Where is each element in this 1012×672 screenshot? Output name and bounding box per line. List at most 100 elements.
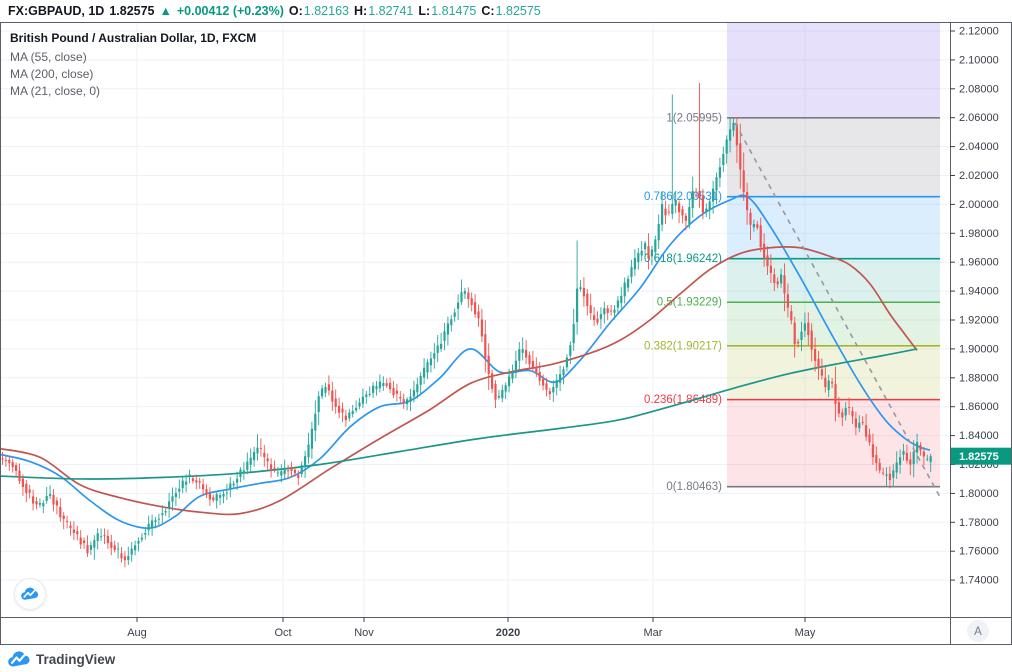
- candle-body: [593, 315, 596, 321]
- time-tick-label: May: [795, 627, 816, 639]
- axis-button-circle[interactable]: [967, 620, 989, 642]
- candle-body: [198, 481, 201, 483]
- candle-body: [433, 353, 436, 359]
- candle-body: [215, 494, 218, 501]
- candle-body: [545, 383, 548, 390]
- candle-body: [854, 418, 857, 428]
- candle-body: [542, 378, 545, 386]
- time-tick-label: 2020: [496, 627, 520, 639]
- price-tick-label: 2.10000: [959, 54, 999, 66]
- candle-body: [759, 225, 762, 248]
- candle-body: [15, 465, 18, 471]
- candle-body: [749, 212, 752, 225]
- candle-body: [137, 541, 140, 544]
- legend-ma-55[interactable]: MA (55, close): [10, 50, 87, 64]
- candle-body: [423, 367, 426, 378]
- candle-body: [59, 506, 62, 518]
- candle-body: [293, 469, 296, 474]
- candle-body: [429, 358, 432, 366]
- candle-body: [667, 211, 670, 213]
- candle-body: [552, 387, 555, 393]
- candle-body: [79, 537, 82, 545]
- axis-currency-button[interactable]: A: [967, 620, 989, 642]
- price-tick-label: 1.98000: [959, 228, 999, 240]
- candle-body: [191, 478, 194, 482]
- candle-body: [402, 399, 405, 403]
- price-tick-label: 1.86000: [959, 401, 999, 413]
- candle-body: [426, 362, 429, 373]
- candle-body: [38, 502, 41, 505]
- trend-line[interactable]: [734, 122, 941, 498]
- candle-body: [824, 377, 827, 388]
- candle-body: [450, 319, 453, 326]
- candle-body: [909, 459, 912, 465]
- candle-body: [627, 278, 630, 288]
- fib-zone: [727, 258, 940, 303]
- low-value: 1.81475: [431, 3, 477, 18]
- candle-body: [317, 396, 320, 413]
- candle-body: [168, 501, 171, 508]
- price-tick-label: 1.92000: [959, 315, 999, 327]
- candle-body: [695, 194, 698, 196]
- candle-body: [888, 473, 891, 481]
- price-change: +0.00412 (+0.23%): [176, 3, 284, 18]
- candle-body: [49, 494, 52, 496]
- candle-body: [518, 349, 521, 361]
- candle-body: [661, 204, 664, 225]
- candle-body: [484, 334, 487, 359]
- candle-body: [640, 250, 643, 256]
- candle-body: [548, 391, 551, 395]
- tradingview-bubble-button[interactable]: [14, 578, 46, 610]
- last-price: 1.82575: [109, 3, 155, 18]
- candle-body: [531, 360, 534, 368]
- candle-body: [528, 355, 531, 365]
- candle-body: [134, 545, 137, 551]
- candle-body: [841, 412, 844, 418]
- candle-body: [474, 302, 477, 315]
- candle-body: [341, 408, 344, 413]
- legend-ma-21[interactable]: MA (21, close, 0): [10, 84, 101, 98]
- candle-body: [610, 310, 613, 312]
- candle-body: [266, 458, 269, 462]
- candle-body: [606, 308, 609, 314]
- candle-body: [848, 406, 851, 408]
- candle-body: [321, 388, 324, 397]
- legend-title[interactable]: British Pound / Australian Dollar, 1D, F…: [10, 31, 257, 45]
- candle-body: [861, 422, 864, 423]
- candle-body: [613, 309, 616, 313]
- open-value: 1.82163: [303, 3, 349, 18]
- price-tick-label: 1.84000: [959, 430, 999, 442]
- candle-body: [62, 515, 65, 519]
- candle-body: [565, 357, 568, 368]
- candle-body: [154, 520, 157, 522]
- candle-body: [205, 489, 208, 495]
- fib-zone: [727, 22, 940, 118]
- tradingview-attribution[interactable]: TradingView: [8, 650, 115, 668]
- candle-body: [69, 525, 72, 529]
- candle-body: [579, 287, 582, 290]
- candle-body: [882, 472, 885, 474]
- candle-body: [504, 385, 507, 392]
- candle-body: [310, 428, 313, 449]
- candle-body: [375, 386, 378, 390]
- candle-body: [52, 494, 55, 505]
- candle-body: [637, 252, 640, 263]
- candle-body: [372, 385, 375, 393]
- candle-body: [28, 489, 31, 493]
- candle-body: [453, 312, 456, 317]
- candle-body: [239, 469, 242, 477]
- symbol-title[interactable]: FX:GBPAUD, 1D: [8, 3, 105, 18]
- candle-body: [457, 302, 460, 309]
- fib-level-label: 0.786(2.00531): [644, 191, 722, 203]
- candle-body: [477, 311, 480, 319]
- candle-body: [416, 384, 419, 393]
- candle-body: [300, 465, 303, 475]
- legend-ma-200[interactable]: MA (200, close): [10, 67, 94, 81]
- candle-body: [283, 467, 286, 475]
- candle-body: [586, 293, 589, 307]
- candle-body: [834, 384, 837, 404]
- candle-body: [905, 452, 908, 461]
- candle-body: [287, 470, 290, 472]
- candle-body: [752, 223, 755, 228]
